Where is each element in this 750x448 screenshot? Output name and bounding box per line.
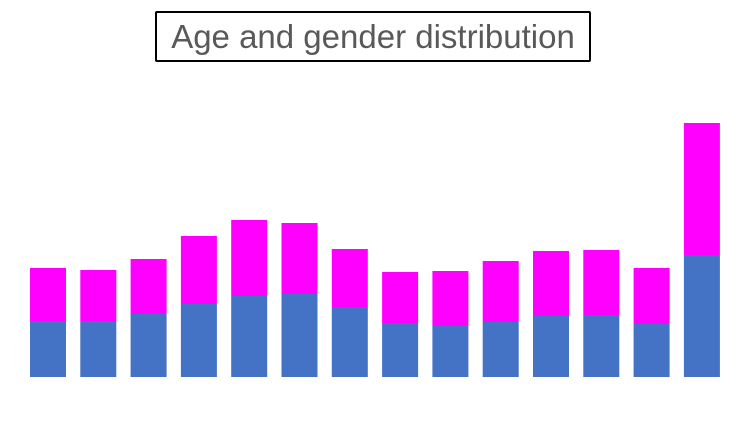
bar-7-series-2 xyxy=(331,249,368,307)
bar-2-series-1 xyxy=(80,321,117,377)
bar-3-series-2 xyxy=(130,259,167,314)
bar-7-series-1 xyxy=(331,307,368,377)
bar-5-series-2 xyxy=(231,220,268,296)
bar-13-series-2 xyxy=(633,268,670,324)
bar-14-series-1 xyxy=(683,255,720,377)
bar-1-series-1 xyxy=(30,321,66,377)
bar-8-series-1 xyxy=(382,323,419,377)
bar-6-series-2 xyxy=(281,223,318,294)
bar-9-series-2 xyxy=(432,271,469,326)
bar-4-series-1 xyxy=(180,304,217,377)
bar-9-series-1 xyxy=(432,326,469,377)
chart-title: Age and gender distribution xyxy=(155,11,591,62)
bar-11-series-2 xyxy=(533,251,569,316)
bar-8-series-2 xyxy=(382,272,419,323)
bar-3-series-1 xyxy=(130,314,167,377)
bar-12-series-2 xyxy=(583,250,620,315)
bar-13-series-1 xyxy=(633,324,670,377)
bar-12-series-1 xyxy=(583,315,620,377)
bar-4-series-2 xyxy=(180,236,217,304)
bar-1-series-2 xyxy=(30,268,66,321)
bar-5-series-1 xyxy=(231,296,268,377)
bar-11-series-1 xyxy=(533,316,569,377)
bar-6-series-1 xyxy=(281,294,318,377)
bar-10-series-1 xyxy=(482,322,519,377)
bar-2-series-2 xyxy=(80,270,117,321)
bar-14-series-2 xyxy=(683,123,720,255)
bar-10-series-2 xyxy=(482,261,519,322)
